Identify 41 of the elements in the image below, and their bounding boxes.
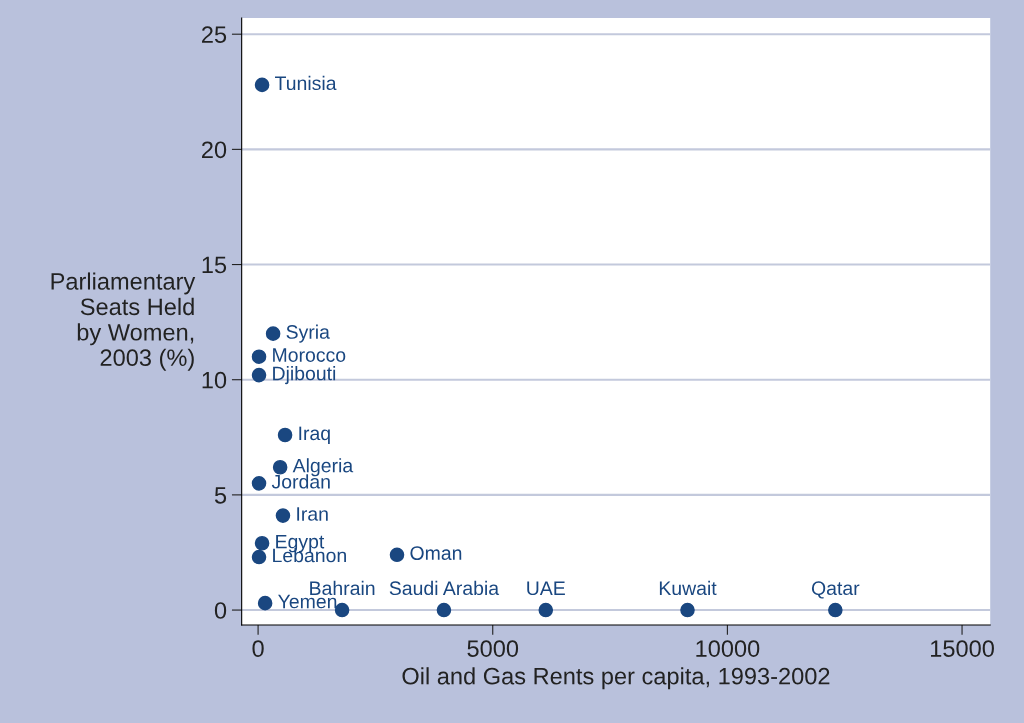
point (436, 602, 452, 618)
y-tick-label: 10 (202, 371, 227, 389)
point (538, 602, 554, 618)
y-tick-label: 5 (214, 487, 227, 504)
x-tick-label: 15000 (931, 640, 994, 657)
point (828, 602, 843, 618)
annotation: Yemen (278, 594, 337, 609)
annotation: Bahrain (310, 580, 375, 596)
point (251, 476, 267, 491)
point (251, 367, 267, 383)
y-tick-label: 20 (202, 141, 227, 159)
y-axis-title: Parliamentary Seats Held by Women, 2003 (%) (51, 272, 196, 371)
x-tick-label: 10000 (696, 640, 760, 657)
point (251, 349, 267, 364)
y-tick-label: 0 (214, 602, 227, 619)
point (254, 77, 270, 93)
annotation: Morocco (273, 348, 346, 362)
annotation: UAE (527, 581, 565, 596)
annotation: Qatar (811, 581, 860, 599)
point (265, 326, 281, 341)
y-tick-label: 25 (202, 26, 227, 43)
x-axis-title: Oil and Gas Rents per capita, 1993-2002 (402, 667, 830, 690)
point (251, 549, 267, 565)
annotation: Kuwait (659, 580, 717, 596)
annotation: Syria (286, 324, 330, 343)
x-tick-label: 0 (252, 640, 264, 657)
annotation: Oman (410, 546, 462, 560)
point (680, 602, 695, 618)
point (389, 547, 405, 563)
annotation: Iraq (299, 426, 330, 445)
y-tick-label: 15 (202, 256, 227, 274)
point (254, 535, 270, 551)
annotation: Iran (297, 507, 328, 521)
point (275, 508, 291, 523)
point (257, 595, 273, 611)
annotation: Saudi Arabia (389, 580, 500, 596)
x-tick-label: 5000 (467, 640, 519, 657)
point (277, 427, 293, 443)
annotation: Djibouti (273, 366, 336, 385)
annotation: Tunisia (275, 75, 337, 91)
point (272, 459, 288, 475)
